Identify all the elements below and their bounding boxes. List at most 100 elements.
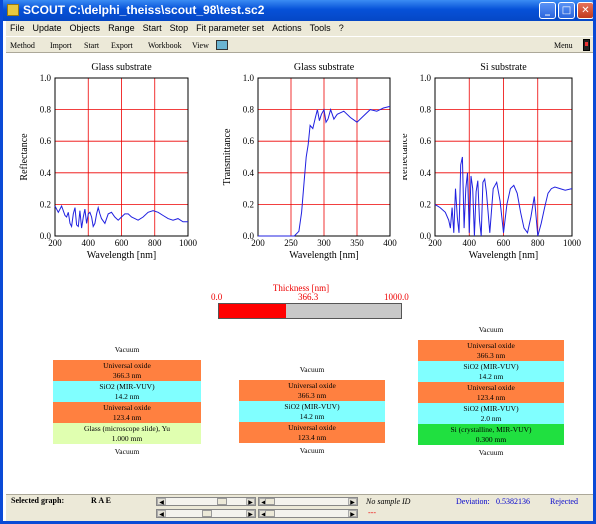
layer-oxide[interactable]: Universal oxide 366.3 nm xyxy=(53,360,201,381)
menu-fit-parameter-set[interactable]: Fit parameter set xyxy=(196,23,265,33)
layer-oxide[interactable]: Universal oxide 366.3 nm xyxy=(239,380,385,401)
plot-title: Glass substrate xyxy=(91,62,152,73)
layer-text: 123.4 nm xyxy=(476,392,506,402)
layer-text: Universal oxide xyxy=(288,380,336,390)
layer-text: 14.2 nm xyxy=(299,411,325,421)
toolbar-view[interactable]: View xyxy=(192,41,209,50)
layer-text: 123.4 nm xyxy=(112,412,142,422)
y-tick-label: 0.0 xyxy=(40,231,52,241)
deviation-label: Deviation: xyxy=(456,497,490,506)
title-bar: SCOUT C:\delphi_theiss\scout_98\test.sc2… xyxy=(3,0,593,21)
plot-frame xyxy=(257,77,391,237)
menu-bar: File Update Objects Range Start Stop Fit param… xyxy=(6,21,593,36)
toolbar-export[interactable]: Export xyxy=(111,41,133,50)
layer-oxide[interactable]: Universal oxide 366.3 nm xyxy=(418,340,564,361)
toolbar-menu[interactable]: Menu xyxy=(554,41,573,50)
layer-oxide[interactable]: Universal oxide 123.4 nm xyxy=(418,382,564,403)
layer-sio2[interactable]: SiO2 (MIR-VUV) 14.2 nm xyxy=(239,401,385,422)
menu-file[interactable]: File xyxy=(10,23,25,33)
monitor-icon[interactable] xyxy=(216,40,228,50)
scrollbar-3[interactable]: ◀ ▶ xyxy=(156,509,256,518)
menu-actions[interactable]: Actions xyxy=(272,23,302,33)
minimize-button[interactable]: _ xyxy=(539,2,556,19)
y-tick-label: 0.0 xyxy=(420,231,432,241)
x-axis-label: Wavelength [nm] xyxy=(289,250,358,261)
layer-sio2[interactable]: SiO2 (MIR-VUV) 14.2 nm xyxy=(53,381,201,402)
y-tick-label: 0.6 xyxy=(40,136,52,146)
toolbar-start[interactable]: Start xyxy=(84,41,100,50)
layer-text: Vacuum xyxy=(299,365,325,374)
y-tick-label: 1.0 xyxy=(40,73,52,83)
x-tick-label: 200 xyxy=(251,238,265,248)
layer-vacuum[interactable]: Vacuum xyxy=(239,360,385,380)
toolbar-method[interactable]: Method xyxy=(10,41,35,50)
series-line xyxy=(434,156,573,237)
layer-text: Universal oxide xyxy=(467,340,515,350)
rae-selector[interactable]: R A E xyxy=(91,496,112,505)
layer-vacuum[interactable]: Vacuum xyxy=(53,340,201,360)
layer-text: 14.2 nm xyxy=(114,391,140,401)
stop-icon[interactable] xyxy=(583,39,590,51)
menu-help[interactable]: ? xyxy=(338,23,344,33)
layer-stack-2[interactable]: Vacuum Universal oxide 366.3 nm SiO2 (MIR-V… xyxy=(239,360,385,459)
x-tick-label: 1000 xyxy=(563,238,582,248)
toolbar-workbook[interactable]: Workbook xyxy=(148,41,182,50)
menu-update[interactable]: Update xyxy=(32,23,62,33)
layer-text: Universal oxide xyxy=(103,360,151,370)
layer-stack-1[interactable]: Vacuum Universal oxide 366.3 nm SiO2 (MIR-V… xyxy=(53,340,201,460)
scrollbar-4[interactable]: ◀ ▶ xyxy=(258,509,358,518)
layer-vacuum[interactable]: Vacuum xyxy=(418,320,564,340)
plot-glass-transmittance[interactable]: Glass substrate 200 250 300 350 400 0.0 0.2 0.4 0… xyxy=(203,58,403,273)
maximize-button[interactable]: □ xyxy=(558,2,575,19)
menu-stop[interactable]: Stop xyxy=(169,23,189,33)
layer-text: 0.300 mm xyxy=(475,434,507,444)
thickness-max: 1000.0 xyxy=(384,292,409,302)
menu-objects[interactable]: Objects xyxy=(69,23,101,33)
layer-oxide[interactable]: Universal oxide 123.4 nm xyxy=(53,402,201,423)
toolbar-import[interactable]: Import xyxy=(50,41,72,50)
layer-oxide[interactable]: Universal oxide 123.4 nm xyxy=(239,422,385,443)
menu-start[interactable]: Start xyxy=(142,23,162,33)
scrollbar-1[interactable]: ◀ ▶ xyxy=(156,497,256,506)
y-axis-label: Reflectance xyxy=(19,133,30,181)
layer-text: SiO2 (MIR-VUV) xyxy=(99,381,155,391)
layer-vacuum[interactable]: Vacuum xyxy=(53,444,201,460)
y-tick-label: 1.0 xyxy=(243,73,255,83)
y-tick-label: 1.0 xyxy=(420,73,432,83)
layer-si[interactable]: Si (crystalline, MIR-VUV) 0.300 mm xyxy=(418,424,564,445)
layer-text: 366.3 nm xyxy=(476,350,506,360)
y-tick-label: 0.2 xyxy=(420,199,431,209)
x-tick-label: 600 xyxy=(497,238,511,248)
thickness-slider[interactable] xyxy=(218,303,402,319)
layer-stack-3[interactable]: Vacuum Universal oxide 366.3 nm SiO2 (MIR-V… xyxy=(418,320,564,461)
x-tick-label: 800 xyxy=(531,238,545,248)
toolbar: Method Import Start Export Workbook View… xyxy=(6,36,593,53)
layer-glass[interactable]: Glass (microscope slide), Yu 1.000 mm xyxy=(53,423,201,444)
layer-text: Vacuum xyxy=(114,447,140,456)
x-tick-label: 600 xyxy=(115,238,129,248)
layer-vacuum[interactable]: Vacuum xyxy=(418,445,564,461)
y-axis-label: Transmittance xyxy=(222,128,233,185)
fit-status: Rejected xyxy=(550,497,578,506)
y-tick-label: 0.6 xyxy=(420,136,432,146)
plot-glass-reflectance[interactable]: Glass substrate 200 400 600 800 1000 0.0 0.2 0.4… xyxy=(3,58,203,273)
y-tick-label: 0.6 xyxy=(243,136,255,146)
layer-text: Vacuum xyxy=(478,448,504,457)
menu-range[interactable]: Range xyxy=(108,23,135,33)
plot-si-reflectance[interactable]: Si substrate 200 400 600 800 1000 0.0 0.2 0.4 0.6… xyxy=(403,58,596,273)
layer-text: 1.000 mm xyxy=(111,433,143,443)
layer-vacuum[interactable]: Vacuum xyxy=(239,443,385,459)
close-button[interactable]: ✕ xyxy=(577,2,593,19)
deviation-value: 0.5382136 xyxy=(496,497,530,506)
layer-sio2[interactable]: SiO2 (MIR-VUV) 14.2 nm xyxy=(418,361,564,382)
x-tick-label: 350 xyxy=(350,238,364,248)
plot-frame xyxy=(54,77,189,237)
y-tick-label: 0.2 xyxy=(40,199,51,209)
y-tick-label: 0.2 xyxy=(243,199,254,209)
layer-sio2[interactable]: SiO2 (MIR-VUV) 2.0 nm xyxy=(418,403,564,424)
thickness-min: 0.0 xyxy=(211,292,223,302)
layer-text: SiO2 (MIR-VUV) xyxy=(463,403,519,413)
menu-tools[interactable]: Tools xyxy=(309,23,331,33)
scrollbar-2[interactable]: ◀ ▶ xyxy=(258,497,358,506)
